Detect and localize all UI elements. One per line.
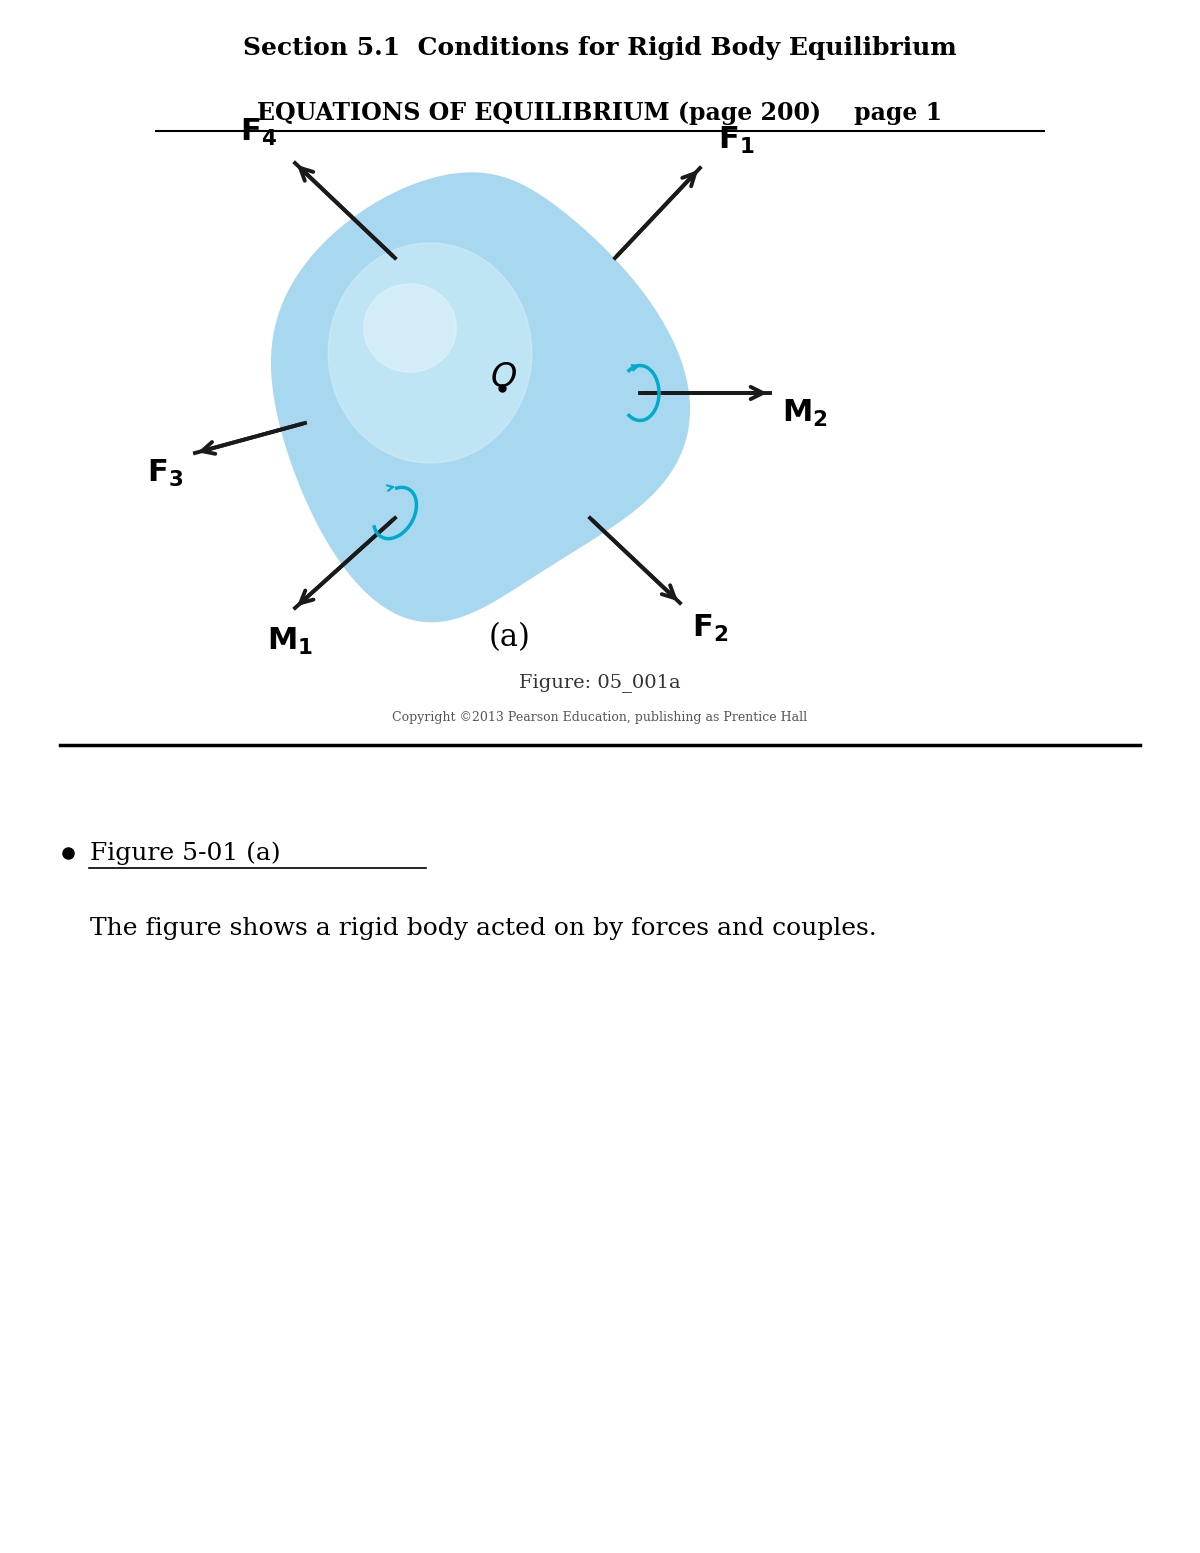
Text: Copyright ©2013 Pearson Education, publishing as Prentice Hall: Copyright ©2013 Pearson Education, publi… [392, 711, 808, 725]
Text: $\mathbf{F_2}$: $\mathbf{F_2}$ [692, 613, 728, 644]
Text: $\mathit{O}$: $\mathit{O}$ [490, 362, 517, 394]
Text: $\mathbf{F_3}$: $\mathbf{F_3}$ [146, 458, 182, 489]
Text: $\mathbf{F_4}$: $\mathbf{F_4}$ [240, 116, 277, 148]
Text: $\mathbf{M_2}$: $\mathbf{M_2}$ [782, 398, 828, 429]
Text: Figure 5-01 (a): Figure 5-01 (a) [90, 842, 281, 865]
Text: Section 5.1  Conditions for Rigid Body Equilibrium: Section 5.1 Conditions for Rigid Body Eq… [244, 36, 956, 61]
Polygon shape [271, 172, 689, 621]
Polygon shape [329, 242, 532, 463]
Text: $\mathbf{F_1}$: $\mathbf{F_1}$ [718, 124, 755, 155]
Text: Figure: 05_001a: Figure: 05_001a [520, 674, 680, 693]
Text: (a): (a) [490, 623, 530, 654]
Polygon shape [364, 284, 456, 373]
Text: The figure shows a rigid body acted on by forces and couples.: The figure shows a rigid body acted on b… [90, 916, 877, 940]
Text: EQUATIONS OF EQUILIBRIUM (page 200)    page 1: EQUATIONS OF EQUILIBRIUM (page 200) page… [258, 101, 942, 124]
Text: $\mathbf{M_1}$: $\mathbf{M_1}$ [266, 626, 313, 657]
